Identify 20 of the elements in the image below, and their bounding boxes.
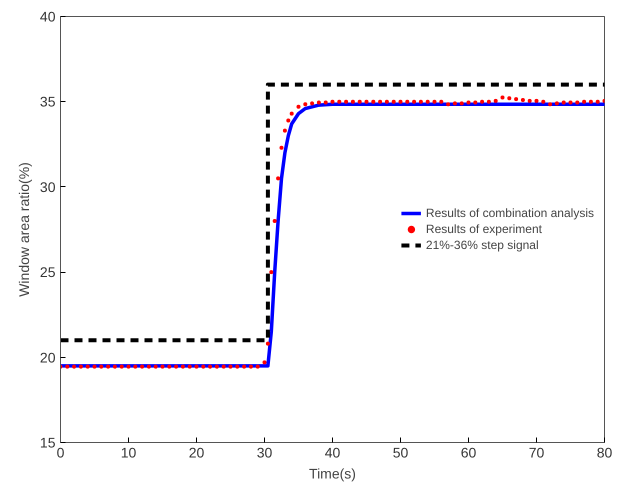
x-tick-label: 80 [596,444,612,460]
x-tick-label: 0 [56,444,65,460]
y-tick-label: 30 [40,178,56,195]
legend-label: Results of experiment [426,221,542,237]
y-tick-label: 20 [40,349,56,366]
y-tick-label: 40 [40,8,56,24]
y-tick-label: 25 [40,264,56,280]
legend-label: 21%-36% step signal [426,237,539,253]
y-tick-label: 35 [40,94,56,110]
x-axis-title: Time(s) [309,466,356,482]
x-tick-label: 10 [120,444,136,460]
x-tick-label: 20 [188,444,204,460]
y-tick-label: 15 [40,434,56,450]
x-tick-label: 40 [324,444,340,460]
legend-label: Results of combination analysis [426,205,594,221]
x-tick-label: 60 [460,444,476,460]
x-tick-label: 30 [256,444,272,460]
x-tick-label: 70 [528,444,544,460]
y-axis-title: Window area ratio(%) [16,162,32,297]
x-tick-label: 50 [392,444,408,460]
